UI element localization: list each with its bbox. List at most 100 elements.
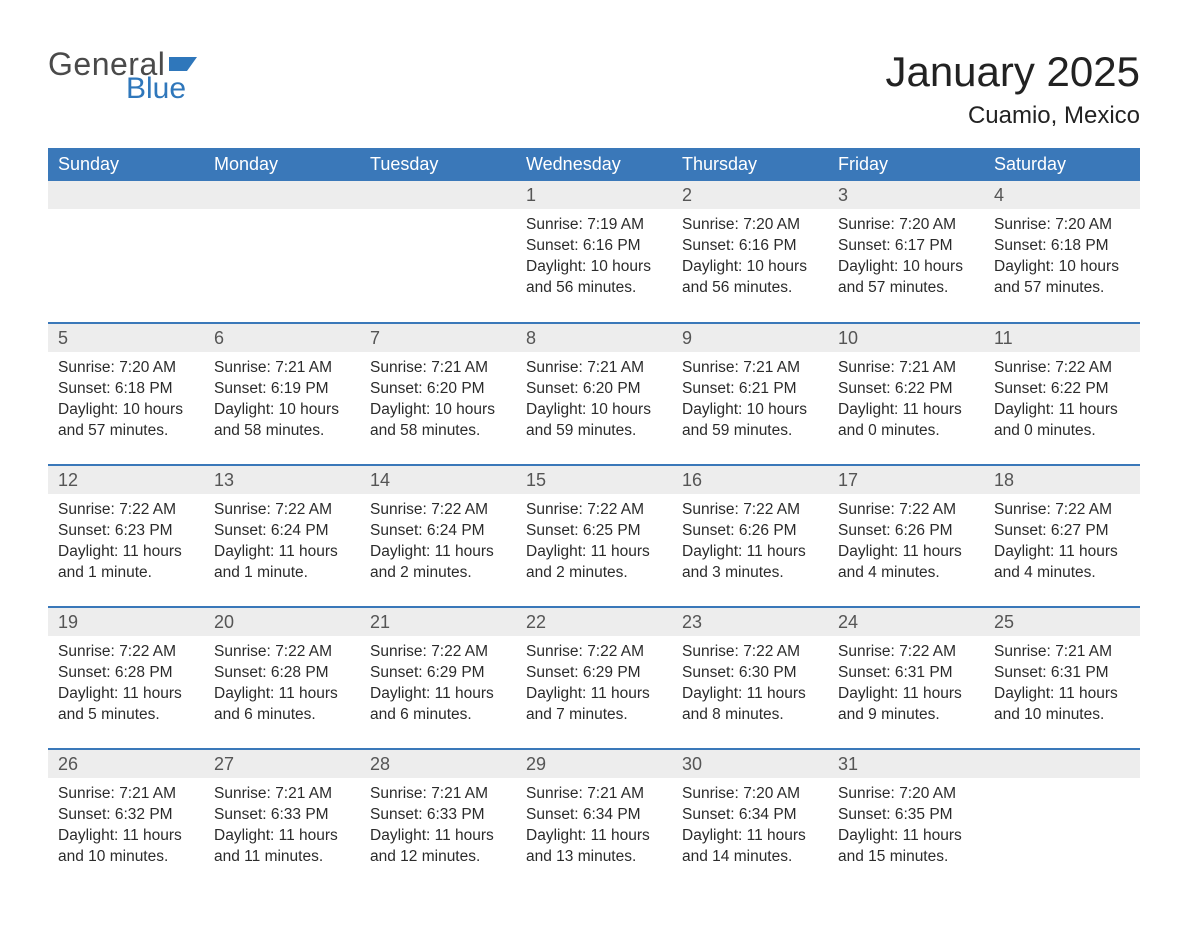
- sunrise-value: 7:22 AM: [275, 501, 332, 518]
- day-number: 27: [204, 750, 360, 778]
- daylight-label: Daylight:: [682, 827, 742, 844]
- daylight-line: Daylight: 11 hours and 12 minutes.: [370, 826, 506, 868]
- sunrise-line: Sunrise: 7:22 AM: [214, 500, 350, 521]
- sunset-line: Sunset: 6:18 PM: [994, 236, 1130, 257]
- sunrise-value: 7:20 AM: [119, 359, 176, 376]
- calendar-day-cell: 19Sunrise: 7:22 AMSunset: 6:28 PMDayligh…: [48, 607, 204, 749]
- sunset-label: Sunset:: [682, 664, 735, 681]
- sunrise-value: 7:22 AM: [743, 501, 800, 518]
- sunset-line: Sunset: 6:31 PM: [838, 663, 974, 684]
- calendar-day-cell: 15Sunrise: 7:22 AMSunset: 6:25 PMDayligh…: [516, 465, 672, 607]
- day-content: Sunrise: 7:20 AMSunset: 6:16 PMDaylight:…: [672, 209, 828, 309]
- sunset-value: 6:32 PM: [115, 806, 173, 823]
- sunrise-label: Sunrise:: [214, 785, 271, 802]
- sunrise-line: Sunrise: 7:21 AM: [994, 642, 1130, 663]
- sunset-value: 6:34 PM: [583, 806, 641, 823]
- sunrise-label: Sunrise:: [838, 501, 895, 518]
- sunrise-line: Sunrise: 7:22 AM: [526, 642, 662, 663]
- daylight-label: Daylight:: [838, 258, 898, 275]
- daylight-line: Daylight: 10 hours and 57 minutes.: [58, 400, 194, 442]
- sunrise-line: Sunrise: 7:22 AM: [994, 500, 1130, 521]
- day-number: 25: [984, 608, 1140, 636]
- sunset-label: Sunset:: [682, 806, 735, 823]
- sunrise-line: Sunrise: 7:20 AM: [682, 215, 818, 236]
- day-number: 1: [516, 181, 672, 209]
- sunset-label: Sunset:: [838, 237, 891, 254]
- sunrise-value: 7:20 AM: [743, 216, 800, 233]
- day-content: Sunrise: 7:22 AMSunset: 6:28 PMDaylight:…: [204, 636, 360, 736]
- day-number: [48, 181, 204, 209]
- sunrise-line: Sunrise: 7:21 AM: [370, 358, 506, 379]
- sunset-value: 6:24 PM: [427, 522, 485, 539]
- sunrise-label: Sunrise:: [370, 643, 427, 660]
- daylight-label: Daylight:: [994, 401, 1054, 418]
- day-number: 14: [360, 466, 516, 494]
- day-content: Sunrise: 7:22 AMSunset: 6:27 PMDaylight:…: [984, 494, 1140, 594]
- sunset-label: Sunset:: [682, 522, 735, 539]
- sunset-line: Sunset: 6:28 PM: [214, 663, 350, 684]
- calendar-day-cell: 5Sunrise: 7:20 AMSunset: 6:18 PMDaylight…: [48, 323, 204, 465]
- day-content: Sunrise: 7:20 AMSunset: 6:34 PMDaylight:…: [672, 778, 828, 878]
- sunset-label: Sunset:: [58, 806, 111, 823]
- day-number: 17: [828, 466, 984, 494]
- header: General Blue January 2025 Cuamio, Mexico: [48, 48, 1140, 130]
- day-number: 31: [828, 750, 984, 778]
- sunrise-value: 7:19 AM: [587, 216, 644, 233]
- daylight-line: Daylight: 11 hours and 8 minutes.: [682, 684, 818, 726]
- sunset-value: 6:26 PM: [895, 522, 953, 539]
- daylight-label: Daylight:: [58, 401, 118, 418]
- sunset-label: Sunset:: [838, 380, 891, 397]
- day-content: Sunrise: 7:22 AMSunset: 6:23 PMDaylight:…: [48, 494, 204, 594]
- sunrise-line: Sunrise: 7:21 AM: [214, 358, 350, 379]
- calendar-day-cell: 12Sunrise: 7:22 AMSunset: 6:23 PMDayligh…: [48, 465, 204, 607]
- daylight-label: Daylight:: [370, 827, 430, 844]
- sunrise-label: Sunrise:: [838, 785, 895, 802]
- sunrise-value: 7:21 AM: [431, 785, 488, 802]
- daylight-line: Daylight: 11 hours and 7 minutes.: [526, 684, 662, 726]
- sunset-value: 6:29 PM: [583, 664, 641, 681]
- sunset-value: 6:31 PM: [895, 664, 953, 681]
- sunrise-label: Sunrise:: [994, 501, 1051, 518]
- sunrise-value: 7:22 AM: [587, 643, 644, 660]
- day-number: 2: [672, 181, 828, 209]
- sunrise-value: 7:21 AM: [275, 359, 332, 376]
- daylight-label: Daylight:: [526, 685, 586, 702]
- sunset-line: Sunset: 6:33 PM: [370, 805, 506, 826]
- calendar-day-cell: 3Sunrise: 7:20 AMSunset: 6:17 PMDaylight…: [828, 181, 984, 323]
- sunset-label: Sunset:: [994, 380, 1047, 397]
- sunrise-label: Sunrise:: [526, 501, 583, 518]
- sunset-label: Sunset:: [370, 806, 423, 823]
- sunrise-value: 7:20 AM: [899, 216, 956, 233]
- daylight-label: Daylight:: [682, 401, 742, 418]
- sunset-label: Sunset:: [994, 237, 1047, 254]
- calendar-day-cell: 8Sunrise: 7:21 AMSunset: 6:20 PMDaylight…: [516, 323, 672, 465]
- sunset-value: 6:25 PM: [583, 522, 641, 539]
- day-number: 7: [360, 324, 516, 352]
- daylight-line: Daylight: 10 hours and 58 minutes.: [214, 400, 350, 442]
- sunrise-line: Sunrise: 7:21 AM: [526, 358, 662, 379]
- sunset-line: Sunset: 6:16 PM: [526, 236, 662, 257]
- sunset-label: Sunset:: [682, 380, 735, 397]
- calendar-day-cell: 25Sunrise: 7:21 AMSunset: 6:31 PMDayligh…: [984, 607, 1140, 749]
- sunset-label: Sunset:: [58, 522, 111, 539]
- sunrise-line: Sunrise: 7:22 AM: [682, 642, 818, 663]
- day-number: 12: [48, 466, 204, 494]
- sunrise-line: Sunrise: 7:21 AM: [838, 358, 974, 379]
- sunset-label: Sunset:: [994, 664, 1047, 681]
- daylight-label: Daylight:: [838, 685, 898, 702]
- calendar-day-cell: 20Sunrise: 7:22 AMSunset: 6:28 PMDayligh…: [204, 607, 360, 749]
- day-content: Sunrise: 7:20 AMSunset: 6:17 PMDaylight:…: [828, 209, 984, 309]
- sunset-value: 6:22 PM: [1051, 380, 1109, 397]
- sunset-value: 6:22 PM: [895, 380, 953, 397]
- calendar-day-cell: 31Sunrise: 7:20 AMSunset: 6:35 PMDayligh…: [828, 749, 984, 891]
- day-number: 28: [360, 750, 516, 778]
- sunset-line: Sunset: 6:33 PM: [214, 805, 350, 826]
- calendar-day-cell: 11Sunrise: 7:22 AMSunset: 6:22 PMDayligh…: [984, 323, 1140, 465]
- daylight-line: Daylight: 11 hours and 0 minutes.: [994, 400, 1130, 442]
- sunrise-label: Sunrise:: [58, 359, 115, 376]
- title-block: January 2025 Cuamio, Mexico: [885, 48, 1140, 130]
- sunrise-line: Sunrise: 7:22 AM: [994, 358, 1130, 379]
- sunset-label: Sunset:: [838, 806, 891, 823]
- daylight-line: Daylight: 11 hours and 5 minutes.: [58, 684, 194, 726]
- day-content: Sunrise: 7:22 AMSunset: 6:28 PMDaylight:…: [48, 636, 204, 736]
